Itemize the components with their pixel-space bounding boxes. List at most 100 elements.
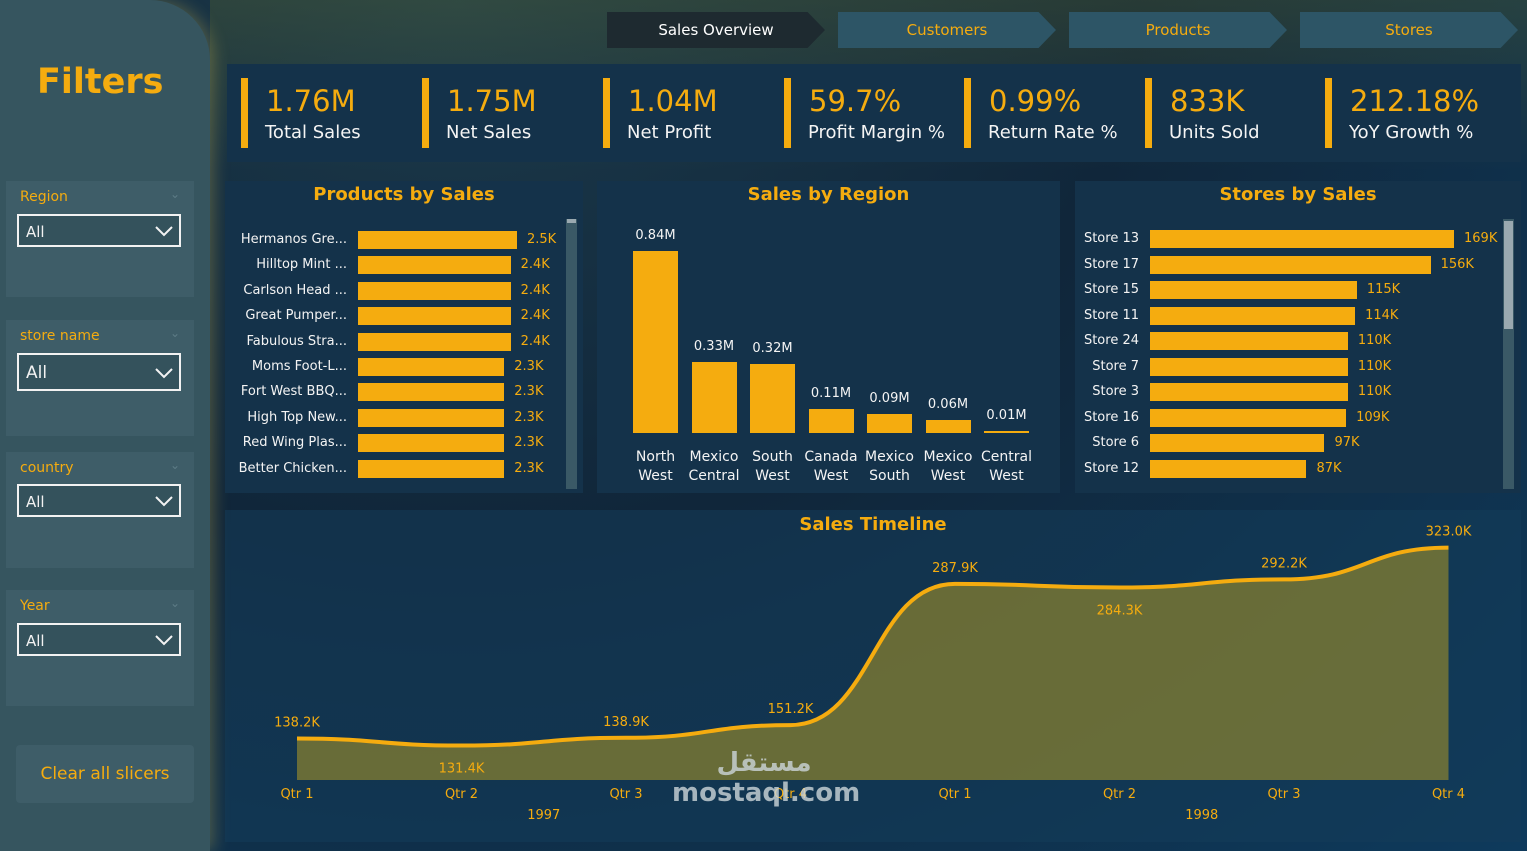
timeline-value-label: 138.9K bbox=[603, 715, 649, 730]
bar-value-label: 0.09M bbox=[869, 390, 910, 406]
bar-category-label: Mexico West bbox=[923, 449, 973, 484]
bar-category-label: Hermanos Gre... bbox=[240, 232, 347, 247]
kpi-value: 833K bbox=[1170, 84, 1245, 118]
bar-value-label: 2.4K bbox=[520, 308, 550, 324]
region-dropdown[interactable]: All bbox=[17, 214, 181, 247]
bar bbox=[1150, 459, 1307, 478]
scrollbar[interactable] bbox=[566, 219, 577, 489]
bar-value-label: 0.32M bbox=[752, 340, 793, 356]
tab-customers[interactable]: Customers bbox=[838, 12, 1056, 48]
kpi-accent-bar bbox=[964, 78, 971, 148]
chevron-down-icon bbox=[155, 226, 173, 237]
timeline-value-label: 131.4K bbox=[439, 762, 485, 777]
bar bbox=[633, 251, 678, 433]
kpi-value: 59.7% bbox=[809, 84, 902, 118]
slicer-store-name: store name ⌄ All bbox=[6, 320, 194, 436]
store-name-dropdown[interactable]: All bbox=[17, 353, 181, 391]
bar bbox=[358, 332, 511, 351]
chevron-down-icon[interactable]: ⌄ bbox=[169, 326, 180, 340]
tab-products[interactable]: Products bbox=[1069, 12, 1287, 48]
kpi-label: Total Sales bbox=[265, 122, 361, 143]
kpi-value: 1.04M bbox=[628, 84, 718, 118]
country-dropdown[interactable]: All bbox=[17, 484, 181, 517]
bar-value-label: 169K bbox=[1464, 231, 1498, 246]
bar-value-label: 110K bbox=[1357, 333, 1392, 348]
bar-value-label: 114K bbox=[1365, 307, 1399, 323]
tab-sales-overview[interactable]: Sales Overview bbox=[607, 12, 825, 48]
kpi-value: 1.75M bbox=[447, 84, 537, 118]
bar bbox=[358, 256, 511, 275]
bar-value-label: 97K bbox=[1334, 435, 1360, 450]
bar-value-label: 156K bbox=[1440, 256, 1474, 272]
bar bbox=[1150, 255, 1431, 274]
bar-value-label: 0.11M bbox=[810, 386, 852, 402]
bar bbox=[1150, 306, 1356, 325]
scrollbar[interactable] bbox=[1503, 219, 1514, 489]
slicer-label: Region bbox=[20, 189, 68, 205]
timeline-tick-label: Qtr 2 bbox=[445, 787, 478, 802]
kpi-accent-bar bbox=[422, 78, 429, 148]
products-by-sales-chart: Products by Sales Hermanos Gre... 2.5K Hil… bbox=[225, 181, 583, 493]
bar bbox=[358, 358, 505, 376]
timeline-tick-label: Qtr 4 bbox=[774, 787, 807, 802]
bar-category-label: Fort West BBQ... bbox=[240, 384, 347, 400]
timeline-value-label: 323.0K bbox=[1426, 525, 1472, 540]
kpi-label: Profit Margin % bbox=[808, 122, 945, 143]
year-dropdown[interactable]: All bbox=[17, 623, 181, 656]
tab-stores[interactable]: Stores bbox=[1300, 12, 1518, 48]
bar bbox=[1150, 332, 1348, 350]
bar-category-label: Red Wing Plas... bbox=[242, 435, 347, 451]
timeline-tick-label: Qtr 3 bbox=[1267, 787, 1300, 802]
chevron-down-icon[interactable]: ⌄ bbox=[169, 458, 180, 472]
bar-category-label: North West bbox=[635, 449, 676, 484]
bar bbox=[867, 413, 912, 433]
bar-category-label: Fabulous Stra... bbox=[246, 333, 347, 349]
timeline-value-label: 284.3K bbox=[1097, 604, 1143, 619]
slicer-country: country ⌄ All bbox=[6, 452, 194, 568]
bar bbox=[1150, 230, 1454, 248]
bar-value-label: 2.3K bbox=[514, 359, 544, 374]
timeline-value-label: 138.2K bbox=[274, 716, 320, 731]
bar-value-label: 2.3K bbox=[514, 460, 544, 476]
watermark: مستقل mostaql.com bbox=[672, 748, 860, 808]
clear-all-slicers-button[interactable]: Clear all slicers bbox=[16, 745, 194, 803]
filters-title: Filters bbox=[37, 62, 164, 102]
scrollbar-thumb[interactable] bbox=[1504, 221, 1513, 329]
bar-category-label: Carlson Head ... bbox=[243, 282, 347, 298]
bar-category-label: Hilltop Mint ... bbox=[256, 257, 347, 273]
timeline-tick-label: Qtr 1 bbox=[280, 787, 313, 802]
bar bbox=[925, 420, 971, 433]
bar-category-label: Store 24 bbox=[1083, 333, 1139, 348]
bar-value-label: 87K bbox=[1316, 460, 1342, 476]
kpi-value: 0.99% bbox=[989, 84, 1082, 118]
timeline-tick-label: Qtr 1 bbox=[938, 787, 971, 802]
kpi-accent-bar bbox=[603, 78, 610, 148]
bar bbox=[358, 281, 511, 300]
bar-category-label: Mexico South bbox=[865, 449, 914, 484]
timeline-value-label: 292.2K bbox=[1261, 556, 1307, 571]
bar bbox=[1150, 434, 1325, 452]
bar-category-label: Store 12 bbox=[1083, 460, 1139, 476]
kpi-panel: 1.76M Total Sales 1.75M Net Sales 1.04M … bbox=[227, 64, 1521, 162]
bar bbox=[358, 408, 505, 427]
kpi-accent-bar bbox=[1325, 78, 1332, 148]
bar-value-label: 2.4K bbox=[520, 282, 550, 298]
chart-title: Sales Timeline bbox=[799, 514, 947, 535]
bar-category-label: South West bbox=[752, 449, 793, 484]
bar-category-label: Store 6 bbox=[1092, 435, 1139, 450]
chevron-down-icon[interactable]: ⌄ bbox=[169, 187, 180, 201]
timeline-value-label: 287.9K bbox=[932, 561, 978, 576]
chevron-down-icon[interactable]: ⌄ bbox=[169, 596, 180, 610]
bar-category-label: Store 15 bbox=[1083, 282, 1139, 297]
bar bbox=[358, 231, 517, 249]
bar bbox=[358, 383, 505, 402]
bar-value-label: 109K bbox=[1356, 409, 1390, 425]
sales-by-region-chart: Sales by Region 0.84M North West 0.33M Mexic… bbox=[597, 181, 1060, 493]
bar-category-label: High Top New... bbox=[247, 409, 347, 425]
kpi-value: 212.18% bbox=[1350, 84, 1480, 118]
bar-value-label: 2.4K bbox=[520, 333, 550, 349]
timeline-svg: 138.2K 131.4K 138.9K 151.2K 287.9K 284.3K 292.… bbox=[274, 525, 1472, 823]
dropdown-value: All bbox=[26, 223, 45, 241]
filters-sidebar: Filters Region ⌄ All store name ⌄ All co… bbox=[0, 0, 210, 851]
scrollbar-thumb[interactable] bbox=[567, 219, 576, 223]
